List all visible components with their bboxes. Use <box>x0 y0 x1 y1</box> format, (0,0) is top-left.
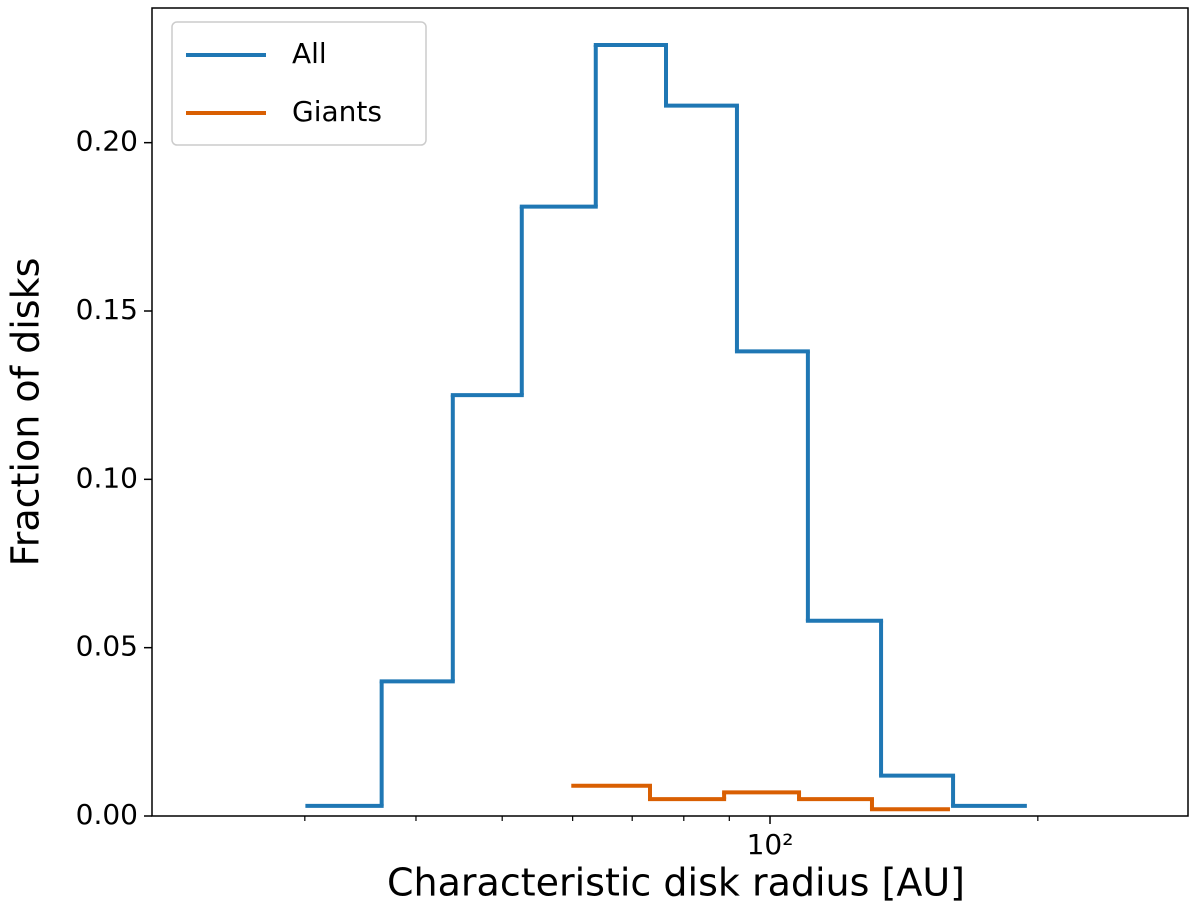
legend-label: Giants <box>292 95 382 128</box>
y-tick-label: 0.20 <box>76 125 138 158</box>
y-tick-label: 0.10 <box>76 461 138 494</box>
x-axis-label: Characteristic disk radius [AU] <box>387 861 965 905</box>
x-tick-label: 10² <box>747 828 794 861</box>
y-tick-label: 0.00 <box>76 798 138 831</box>
y-tick-label: 0.15 <box>76 293 138 326</box>
legend-label: All <box>292 37 327 70</box>
y-axis-label: Fraction of disks <box>4 258 48 567</box>
plot-frame <box>151 7 1189 817</box>
y-tick-label: 0.05 <box>76 630 138 663</box>
